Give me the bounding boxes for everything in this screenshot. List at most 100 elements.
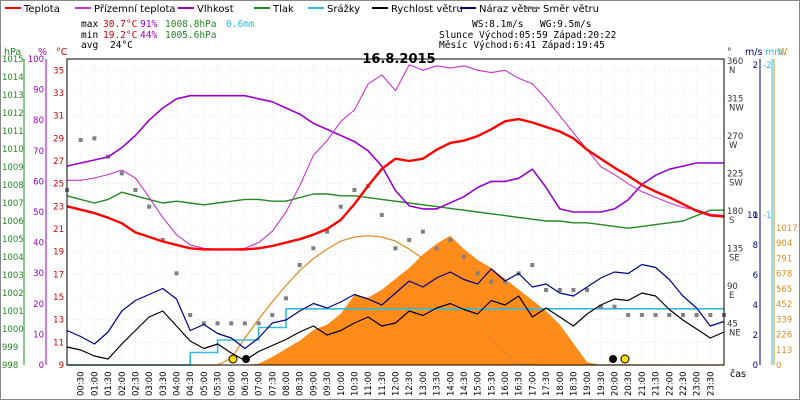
- time-tick: 09:00: [309, 372, 319, 397]
- wind-direction-point: [420, 229, 425, 234]
- time-tick: 22:30: [679, 372, 689, 397]
- time-tick: 01:30: [104, 372, 114, 397]
- humidity-tick: 20: [33, 300, 44, 310]
- hpa-tick: 1005: [2, 235, 24, 245]
- direction-label: NW: [729, 104, 744, 114]
- humidity-tick: 10: [33, 330, 44, 340]
- wind-direction-point: [133, 188, 138, 192]
- wind-direction-point: [612, 304, 617, 309]
- direction-label: W: [729, 141, 738, 151]
- mm-unit: mm: [765, 47, 784, 58]
- time-tick: 15:00: [474, 372, 484, 397]
- wind-direction-point: [215, 321, 220, 326]
- hpa-tick: 1013: [2, 91, 24, 101]
- ms-tick: 10: [747, 211, 758, 221]
- wm2-tick: 678: [776, 270, 792, 280]
- wind-speed-max: WS:8.1m/s: [472, 19, 523, 30]
- min-temp: 19.2°C: [103, 30, 137, 41]
- wind-direction-point: [694, 313, 699, 317]
- wind-direction-point: [667, 313, 672, 317]
- time-tick: 05:30: [214, 372, 224, 397]
- wind-direction-point: [188, 313, 193, 317]
- ms-mark: 1: [753, 211, 758, 221]
- humidity-line: [66, 94, 724, 213]
- time-tick: 10:30: [350, 372, 360, 397]
- wind-direction-point: [393, 246, 398, 251]
- hpa-tick: 1004: [2, 253, 24, 263]
- temp-tick: 23: [53, 202, 64, 212]
- avg-label: avg: [81, 40, 98, 51]
- hpa-tick: 999: [2, 343, 18, 353]
- mm-mark: -2: [763, 61, 771, 71]
- time-tick: 11:00: [364, 372, 374, 397]
- time-tick: 10:00: [337, 372, 347, 397]
- time-tick: 18:30: [569, 372, 579, 397]
- wm2-unit: W: [778, 47, 788, 58]
- time-tick: 03:00: [145, 372, 155, 397]
- wm2-tick: 1017: [776, 224, 798, 234]
- temp-tick: 27: [53, 157, 64, 167]
- wind-direction-point: [585, 288, 590, 292]
- time-tick: 16:00: [501, 372, 511, 397]
- wm2-tick: 565: [776, 285, 792, 295]
- min-pressure: 1005.6hPa: [165, 30, 216, 41]
- wind-direction-point: [639, 313, 644, 317]
- hpa-tick: 1010: [2, 145, 24, 155]
- wind-direction-point: [680, 313, 685, 317]
- time-tick: 04:30: [186, 372, 196, 397]
- ms-mark: 2: [753, 61, 758, 71]
- wind-gust-max: WG:9.5m/s: [540, 19, 591, 30]
- wind-direction-point: [352, 188, 357, 192]
- humidity-tick: 80: [33, 116, 44, 126]
- direction-label: NE: [729, 329, 741, 339]
- wind-direction-point: [407, 238, 412, 242]
- hpa-tick: 1001: [2, 307, 24, 317]
- time-tick: 02:30: [131, 372, 141, 397]
- humidity-tick: 50: [33, 208, 44, 218]
- time-tick: 00:30: [77, 372, 87, 397]
- wind-direction-point: [530, 263, 535, 267]
- temp-tick: 13: [53, 316, 64, 326]
- sunrise-marker: [228, 354, 238, 364]
- direction-unit: °: [727, 47, 732, 58]
- ms-tick: 0: [753, 361, 758, 371]
- wm2-tick: 0: [776, 361, 781, 371]
- humidity-tick: 60: [33, 177, 44, 187]
- temp-tick: 15: [53, 293, 64, 303]
- wind-direction-point: [284, 296, 288, 301]
- humidity-unit: %: [38, 47, 47, 58]
- temp-tick: 33: [53, 89, 64, 99]
- humidity-tick: 100: [28, 55, 44, 65]
- max-rain: 0.6mm: [226, 19, 255, 30]
- time-tick: 08:30: [296, 372, 306, 397]
- time-tick: 12:30: [405, 372, 415, 397]
- time-tick: 17:00: [528, 372, 538, 397]
- min-label: min: [81, 30, 98, 41]
- wind-direction-point: [242, 321, 247, 326]
- max-pressure: 1008.8hPa: [165, 19, 216, 30]
- direction-tick: 270: [727, 132, 743, 142]
- time-tick: 20:30: [624, 372, 634, 397]
- humidity-tick: 90: [33, 86, 44, 96]
- direction-tick: 315: [727, 95, 743, 105]
- time-tick: 20:00: [611, 372, 621, 397]
- wind-direction-point: [653, 313, 658, 317]
- wm2-tick: 904: [776, 239, 792, 249]
- time-tick: 17:30: [542, 372, 552, 397]
- hpa-tick: 1002: [2, 289, 24, 299]
- hpa-tick: 1009: [2, 163, 24, 173]
- moonset-marker: [609, 355, 617, 363]
- wind-speed-line: [66, 292, 725, 362]
- time-tick: 21:00: [638, 372, 648, 397]
- direction-label: SE: [729, 254, 740, 264]
- chart-title: 16.8.2015: [362, 52, 435, 67]
- temp-tick: 17: [53, 270, 64, 280]
- ms-tick: 8: [753, 241, 758, 251]
- mm-mark: -1: [763, 211, 771, 221]
- max-temp: 30.7°C: [103, 19, 137, 30]
- ground-temperature-line: [67, 64, 725, 250]
- direction-label: SW: [729, 179, 743, 189]
- sun-times: Slunce Východ:05:59 Západ:20:22: [439, 30, 616, 41]
- time-tick: 23:30: [706, 372, 716, 397]
